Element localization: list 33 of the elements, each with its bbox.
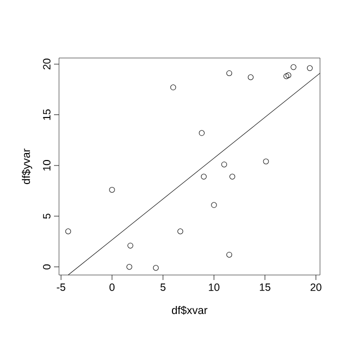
point — [198, 130, 205, 136]
y-tick-label: 10 — [43, 160, 50, 171]
point — [65, 228, 72, 234]
point — [229, 174, 236, 180]
point — [177, 228, 184, 234]
point — [263, 158, 269, 164]
point — [248, 74, 254, 80]
point — [284, 73, 290, 80]
point — [226, 70, 232, 76]
x-tick-label: 10 — [208, 284, 220, 291]
x-tick-label: -5 — [56, 284, 66, 291]
x-tick-label: 5 — [160, 284, 166, 291]
point — [170, 84, 176, 90]
point — [128, 242, 134, 248]
point — [211, 202, 217, 208]
point — [153, 265, 159, 271]
point — [306, 65, 313, 71]
y-tick-label: 20 — [43, 58, 50, 70]
point — [200, 174, 207, 180]
y-tick-label: 5 — [43, 214, 50, 219]
point — [221, 162, 228, 168]
point — [226, 252, 232, 258]
y-tick-label: 0 — [43, 264, 50, 270]
y-axis-title: df$yvar — [22, 148, 32, 184]
y-tick-label: 15 — [43, 109, 50, 120]
x-tick-label: 15 — [260, 284, 270, 291]
x-axis-title: df$xvar — [172, 306, 208, 315]
point — [286, 72, 292, 78]
x-tick-label: 20 — [310, 284, 322, 291]
point — [109, 186, 115, 193]
point — [126, 264, 132, 270]
point — [290, 64, 296, 70]
x-tick-label: 0 — [110, 284, 115, 291]
